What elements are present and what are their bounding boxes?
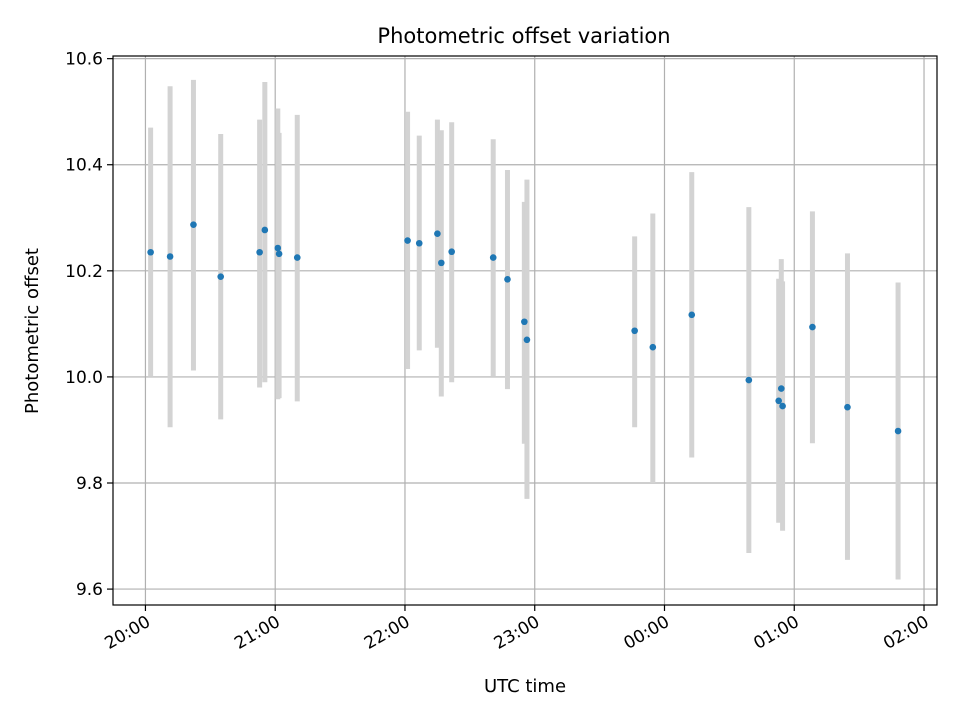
- data-point: [434, 230, 441, 237]
- data-point: [688, 311, 696, 319]
- data-points: [147, 221, 902, 435]
- y-tick-label: 9.6: [76, 580, 103, 600]
- data-point: [274, 244, 282, 252]
- data-point: [256, 248, 263, 256]
- x-axis-label: UTC time: [484, 676, 566, 697]
- data-point: [844, 403, 851, 411]
- chart-title: Photometric offset variation: [377, 24, 670, 48]
- plot-area-frame: [112, 55, 938, 606]
- data-point: [777, 385, 785, 392]
- data-point: [745, 376, 753, 384]
- data-point: [521, 318, 528, 326]
- data-point: [190, 221, 197, 228]
- y-tick-label: 10.0: [65, 368, 103, 388]
- data-point: [809, 323, 816, 331]
- data-point: [404, 237, 411, 244]
- data-point: [275, 250, 283, 258]
- data-point: [438, 259, 445, 267]
- data-point: [166, 253, 174, 260]
- data-point: [504, 276, 511, 283]
- data-point: [775, 397, 782, 405]
- y-tick-label: 9.8: [76, 474, 103, 494]
- data-point: [261, 226, 269, 234]
- data-point: [293, 254, 301, 261]
- y-tick-label: 10.2: [65, 262, 103, 282]
- data-point: [448, 248, 455, 256]
- data-point: [631, 327, 638, 335]
- data-point: [489, 254, 497, 261]
- y-axis-label: Photometric offset: [22, 248, 43, 414]
- y-tick-label: 10.6: [65, 50, 103, 70]
- data-point: [147, 248, 154, 256]
- data-point: [415, 239, 423, 247]
- data-point: [217, 273, 225, 280]
- data-point: [523, 336, 531, 344]
- data-point: [649, 343, 657, 351]
- y-tick-label: 10.4: [65, 156, 103, 176]
- data-point: [779, 402, 786, 410]
- data-point: [894, 427, 902, 435]
- y-axis-ticks: 9.6 9.8 10.0 10.2 10.4 10.6: [65, 50, 113, 600]
